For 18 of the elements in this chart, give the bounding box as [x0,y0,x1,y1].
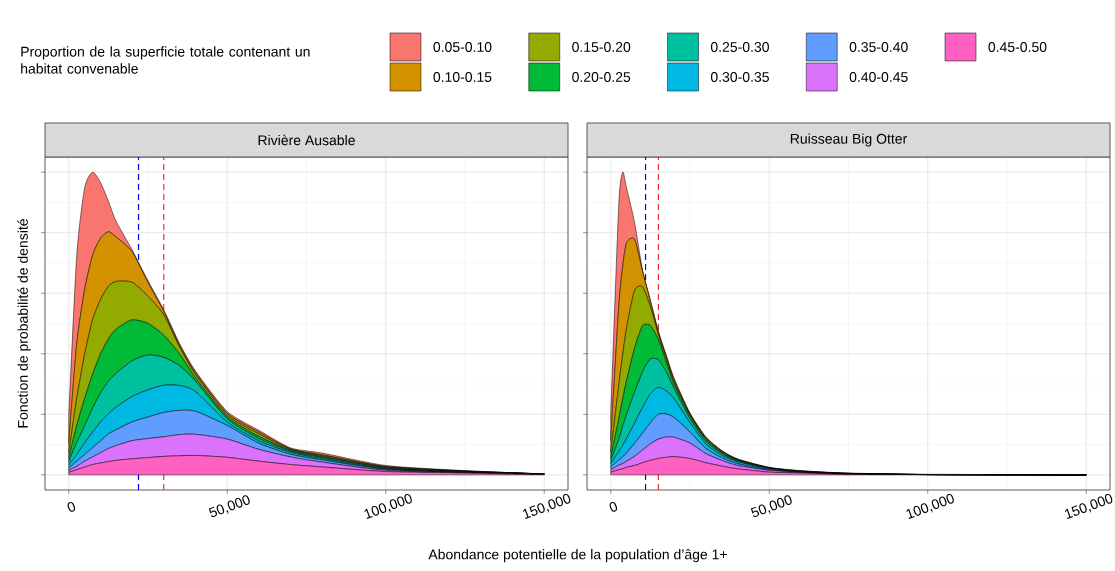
legend-label: 0.20-0.25 [572,72,631,82]
x-tick-label: 0 [67,502,76,512]
chart-title: Rivière Ausable [258,134,355,146]
legend-label: 0.05-0.10 [433,42,492,52]
legend-label: 0.30-0.35 [710,72,769,82]
legend-label: 0.25-0.30 [710,42,769,52]
chart-title: Ruisseau Big Otter [790,133,908,147]
legend-label: 0.15-0.20 [572,42,631,52]
x-tick-label: 0 [609,502,618,512]
x-tick-label: 50,000 [750,495,792,518]
legend-label: 0.10-0.15 [433,72,492,82]
x-tick-label: 50,000 [208,495,250,518]
y-axis-title: Fonction de probabilité de densité [17,219,31,428]
legend-title: Proportion de la superficie totale contenant un habitat convenable [21,46,310,74]
legend-label: 0.35-0.40 [849,42,908,52]
x-axis-title: Abondance potentielle de la population d’âge 1+ [428,549,727,563]
legend-label: 0.45-0.50 [988,42,1047,52]
legend-label: 0.40-0.45 [849,72,908,82]
